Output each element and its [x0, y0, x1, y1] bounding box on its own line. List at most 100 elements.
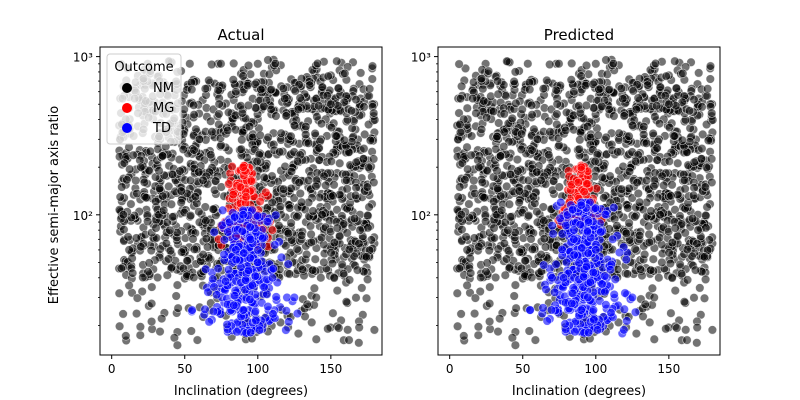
point-nm	[146, 245, 156, 256]
point-nm	[295, 188, 305, 199]
point-td	[600, 209, 610, 219]
point-nm	[198, 250, 208, 260]
point-td	[596, 227, 606, 237]
point-nm	[630, 156, 641, 166]
point-td	[232, 327, 242, 337]
point-nm	[188, 234, 198, 244]
x-tick-label: 50	[177, 362, 192, 376]
point-td	[253, 245, 263, 255]
point-nm	[692, 239, 702, 249]
point-nm	[454, 108, 464, 118]
y-tick-label: 10³	[73, 51, 93, 65]
point-td	[557, 229, 568, 239]
point-nm	[670, 286, 680, 296]
point-nm	[302, 299, 312, 309]
point-nm	[706, 154, 717, 164]
point-td	[271, 210, 281, 220]
point-nm	[281, 241, 291, 251]
point-td	[213, 264, 223, 274]
point-nm	[655, 82, 666, 92]
point-nm	[544, 116, 554, 126]
point-nm	[190, 192, 200, 202]
point-nm	[465, 253, 475, 263]
point-nm	[153, 272, 163, 283]
point-nm	[545, 59, 555, 70]
point-nm	[312, 112, 322, 122]
point-nm	[608, 58, 619, 69]
point-nm	[692, 338, 702, 348]
point-nm	[675, 259, 685, 270]
point-nm	[545, 127, 555, 137]
point-td	[200, 304, 210, 315]
point-td	[208, 306, 219, 317]
title-actual: Actual	[218, 26, 265, 44]
legend-marker-mg	[122, 103, 132, 113]
point-nm	[263, 132, 273, 142]
point-td	[292, 308, 303, 319]
point-td	[267, 273, 278, 283]
point-nm	[297, 230, 307, 240]
point-nm	[489, 223, 499, 233]
point-nm	[228, 75, 238, 85]
point-nm	[127, 253, 137, 263]
point-nm	[526, 234, 536, 244]
point-nm	[284, 269, 295, 279]
point-nm	[516, 129, 527, 139]
point-nm	[128, 268, 138, 278]
point-td	[251, 316, 261, 326]
point-td	[525, 305, 535, 315]
point-td	[281, 325, 291, 335]
point-td	[627, 292, 637, 303]
point-nm	[144, 165, 154, 175]
point-nm	[155, 244, 165, 254]
point-nm	[664, 122, 675, 132]
point-nm	[124, 280, 134, 291]
point-nm	[322, 91, 332, 101]
point-nm	[173, 303, 183, 313]
point-nm	[259, 101, 269, 111]
point-td	[546, 305, 557, 315]
point-td	[622, 316, 632, 326]
point-nm	[255, 130, 265, 140]
point-nm	[680, 184, 690, 194]
point-nm	[243, 100, 253, 110]
point-nm	[132, 309, 142, 319]
point-td	[263, 302, 273, 312]
point-td	[270, 240, 280, 250]
point-nm	[499, 109, 509, 119]
point-nm	[492, 166, 502, 176]
point-nm	[286, 218, 296, 228]
point-nm	[689, 293, 699, 303]
point-nm	[306, 237, 317, 247]
point-nm	[514, 198, 524, 208]
point-nm	[326, 248, 336, 258]
point-nm	[677, 135, 687, 145]
point-nm	[642, 80, 653, 90]
point-td	[605, 265, 616, 275]
point-nm	[532, 134, 543, 144]
point-nm	[331, 131, 341, 141]
point-nm	[496, 151, 506, 161]
point-nm	[532, 167, 542, 177]
point-nm	[499, 142, 509, 152]
point-nm	[512, 155, 523, 165]
point-nm	[627, 120, 638, 130]
point-nm	[185, 59, 195, 69]
point-nm	[510, 67, 521, 77]
point-nm	[122, 175, 132, 185]
point-nm	[479, 96, 489, 106]
point-nm	[206, 150, 216, 160]
point-nm	[532, 207, 542, 217]
point-nm	[634, 197, 645, 207]
point-nm	[503, 225, 513, 235]
point-nm	[551, 85, 561, 95]
point-nm	[364, 162, 374, 172]
point-td	[567, 298, 577, 309]
point-nm	[630, 212, 640, 222]
point-mg	[573, 177, 583, 188]
point-nm	[310, 254, 320, 264]
point-nm	[350, 213, 360, 224]
point-td	[621, 255, 631, 265]
point-nm	[511, 303, 521, 313]
point-nm	[332, 56, 342, 66]
